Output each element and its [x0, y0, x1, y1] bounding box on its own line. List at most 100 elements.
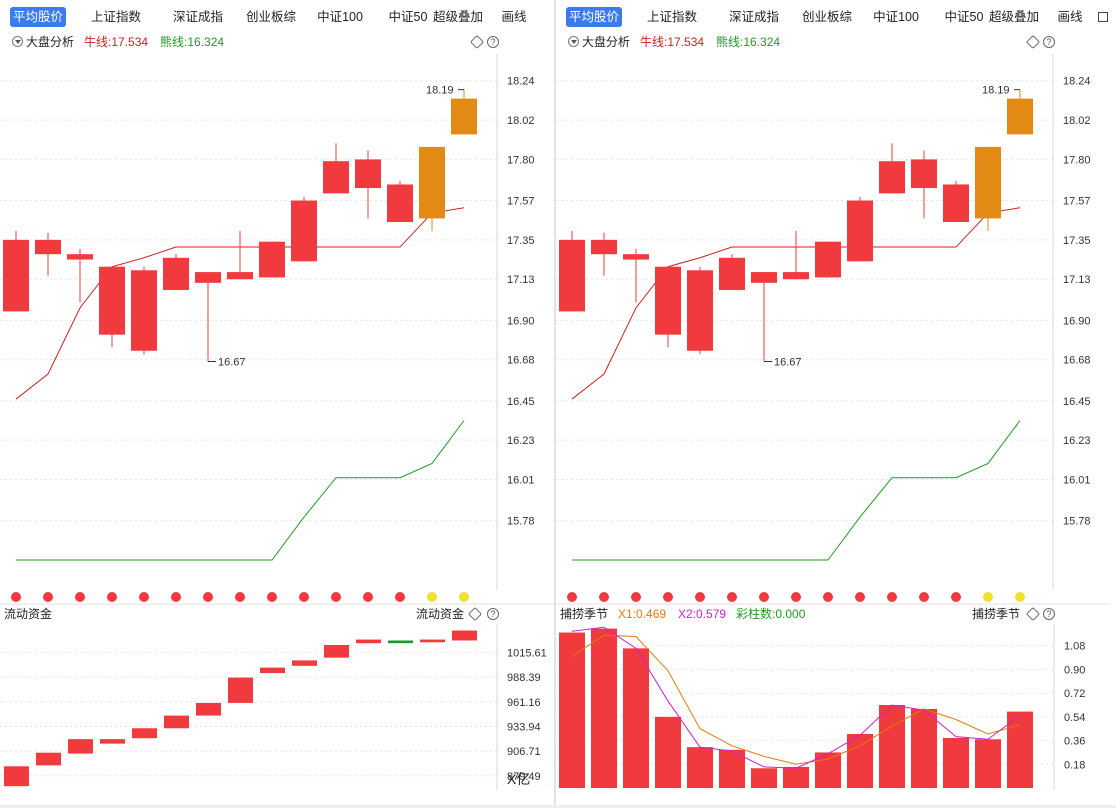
- candle-body: [975, 146, 1001, 219]
- signal-dot: [363, 592, 373, 602]
- signal-dot: [663, 592, 673, 602]
- main-chart-title: 大盘分析: [582, 35, 631, 49]
- flow-box: [324, 645, 349, 658]
- flow-box: [196, 702, 221, 716]
- signal-dot: [855, 592, 865, 602]
- candle-body: [783, 272, 809, 280]
- flow-tick-label: 906.71: [507, 746, 541, 758]
- season-bar: [719, 749, 745, 788]
- dropdown-icon[interactable]: [568, 36, 579, 47]
- tab-0[interactable]: 平均股价: [566, 7, 622, 27]
- season-tick-label: 0.72: [1064, 688, 1085, 700]
- price-tick-label: 15.78: [507, 516, 535, 528]
- candle-body: [943, 184, 969, 223]
- signal-dot: [459, 592, 469, 602]
- signal-dot: [1015, 592, 1025, 602]
- price-tick-label: 16.68: [1063, 355, 1091, 367]
- candle-body: [751, 272, 777, 283]
- season-tick-label: 0.36: [1064, 736, 1085, 748]
- price-tick-label: 16.01: [1063, 475, 1091, 487]
- help-icon[interactable]: ?: [1043, 36, 1055, 48]
- signal-dot: [331, 592, 341, 602]
- candle-body: [355, 159, 381, 189]
- tab-5[interactable]: 中证50: [388, 10, 428, 24]
- candle-body: [67, 254, 93, 260]
- flow-tick-label: 879.49: [507, 771, 541, 783]
- signal-dot: [791, 592, 801, 602]
- candle-body: [687, 270, 713, 351]
- candle-body: [815, 241, 841, 278]
- signal-dot: [951, 592, 961, 602]
- candle-body: [591, 239, 617, 255]
- candle-body: [131, 270, 157, 351]
- signal-dot: [395, 592, 405, 602]
- price-tick-label: 17.80: [1063, 154, 1091, 166]
- help-icon[interactable]: ?: [487, 36, 499, 48]
- dropdown-icon[interactable]: [12, 36, 23, 47]
- signal-dot: [11, 592, 21, 602]
- x2-value: X2:0.579: [678, 607, 727, 621]
- signal-dot: [139, 592, 149, 602]
- price-tick-label: 16.23: [1063, 435, 1091, 447]
- price-tick-label: 17.13: [1063, 274, 1091, 286]
- season-bar: [1007, 711, 1033, 788]
- bull-line-value: 牛线:17.534: [640, 35, 705, 49]
- season-bar: [975, 739, 1001, 788]
- tab-7[interactable]: 画线: [501, 10, 527, 24]
- season-tick-label: 1.08: [1064, 641, 1085, 653]
- season-bar: [655, 716, 681, 788]
- tab-4[interactable]: 中证100: [317, 10, 363, 24]
- tab-6[interactable]: 超级叠加: [432, 10, 483, 24]
- candle-body: [259, 241, 285, 278]
- signal-dot: [695, 592, 705, 602]
- tab-1[interactable]: 上证指数: [90, 10, 141, 24]
- flow-box: [420, 639, 445, 643]
- candle-body: [911, 159, 937, 189]
- bear-line-value: 熊线:16.324: [716, 35, 781, 49]
- season-bar: [559, 632, 585, 788]
- tab-3[interactable]: 创业板综: [801, 10, 852, 24]
- tab-5[interactable]: 中证50: [944, 10, 984, 24]
- candle-body: [387, 184, 413, 223]
- season-bar: [911, 708, 937, 788]
- help-icon[interactable]: ?: [487, 608, 499, 620]
- signal-dot: [75, 592, 85, 602]
- tab-0[interactable]: 平均股价: [10, 7, 66, 27]
- tab-2[interactable]: 深证成指: [172, 10, 223, 24]
- left-chart-panel: 平均股价 上证指数 深证成指 创业板综 中证100 中证50 超级叠加 画线 大盘分析 牛线:…: [0, 0, 555, 808]
- right-chart-panel: 平均股价 上证指数 深证成指 创业板综 中证100 中证50 超级叠加 画线 大盘分析 牛线:…: [556, 0, 1116, 808]
- price-tick-label: 17.57: [507, 196, 535, 208]
- restore-window-icon[interactable]: [1098, 12, 1108, 22]
- min-price-label: 16.67: [774, 356, 802, 368]
- season-tick-label: 0.18: [1064, 759, 1085, 771]
- tab-7[interactable]: 画线: [1057, 10, 1083, 24]
- flow-tick-label: 933.94: [507, 722, 541, 734]
- flow-box: [388, 640, 413, 644]
- candle-body: [655, 266, 681, 335]
- signal-dot: [631, 592, 641, 602]
- tab-1[interactable]: 上证指数: [646, 10, 697, 24]
- candle-body: [451, 98, 477, 135]
- tab-6[interactable]: 超级叠加: [988, 10, 1039, 24]
- colored-bar-count: 彩柱数:0.000: [736, 607, 806, 621]
- candle-body: [847, 200, 873, 262]
- flow-box: [68, 739, 93, 754]
- signal-dot: [203, 592, 213, 602]
- price-tick-label: 18.24: [1063, 76, 1091, 88]
- price-tick-label: 17.57: [1063, 196, 1091, 208]
- help-icon[interactable]: ?: [1043, 608, 1055, 620]
- tab-4[interactable]: 中证100: [873, 10, 919, 24]
- price-tick-label: 18.24: [507, 76, 535, 88]
- flow-tick-label: 1015.61: [507, 648, 547, 660]
- tab-2[interactable]: 深证成指: [728, 10, 779, 24]
- sub-chart-header: 捕捞季节 X1:0.469 X2:0.579 彩柱数:0.000 捕捞季节 ?: [556, 605, 1116, 623]
- candle-body: [227, 272, 253, 280]
- price-tick-label: 16.45: [1063, 396, 1091, 408]
- signal-dot: [427, 592, 437, 602]
- price-tick-label: 16.90: [1063, 315, 1091, 327]
- candle-body: [719, 257, 745, 290]
- tab-3[interactable]: 创业板综: [245, 10, 296, 24]
- signal-dot: [235, 592, 245, 602]
- max-price-label: 18.19: [426, 85, 454, 97]
- left-chart-canvas: 18.24 18.02 17.80 17.57 17.35 17.13 16.90 16.68…: [0, 54, 555, 790]
